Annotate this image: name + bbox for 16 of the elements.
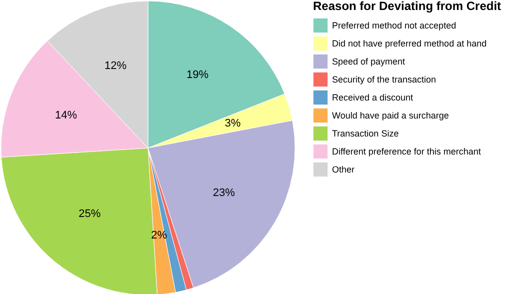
data-label: 12% <box>104 60 127 72</box>
legend-label: Did not have preferred method at hand <box>332 38 487 48</box>
data-label: 25% <box>78 208 101 220</box>
legend-label: Other <box>332 164 355 174</box>
legend-label: Preferred method not accepted <box>332 20 456 30</box>
data-label: 23% <box>212 186 236 199</box>
data-label: 14% <box>54 110 78 122</box>
legend-title: Reason for Deviating from Credit <box>313 0 502 13</box>
legend-label: Different preference for this merchant <box>332 146 482 156</box>
legend-label: Speed of payment <box>332 56 406 66</box>
legend-label: Received a discount <box>332 92 414 102</box>
legend-label: Would have paid a surcharge <box>332 110 449 120</box>
legend-label: Transaction Size <box>332 128 399 138</box>
legend-label: Security of the transaction <box>332 74 436 84</box>
data-label: 19% <box>186 69 209 82</box>
data-label: 3% <box>224 117 241 130</box>
